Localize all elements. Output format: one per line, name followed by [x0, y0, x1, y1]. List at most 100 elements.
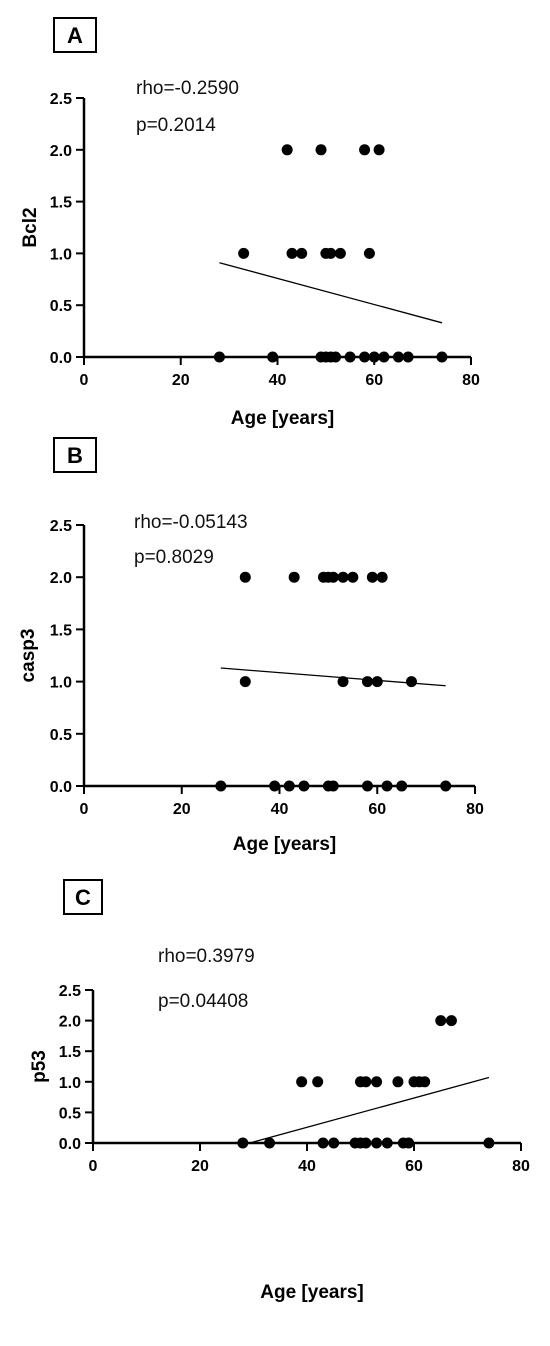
- panel-label-box: [53, 17, 97, 53]
- x-tick-label: 80: [462, 372, 480, 389]
- y-tick-label: 2.5: [50, 518, 72, 535]
- data-point: [445, 1015, 457, 1027]
- data-point: [403, 1137, 415, 1149]
- data-point: [347, 571, 359, 583]
- y-tick-label: 1.5: [59, 1044, 81, 1061]
- y-axis-title: p53: [29, 1050, 50, 1083]
- p-value-annotation: p=0.2014: [136, 115, 216, 136]
- y-tick-label: 2.5: [59, 983, 81, 1000]
- rho-annotation: rho=-0.2590: [136, 78, 239, 99]
- x-tick-label: 60: [365, 372, 383, 389]
- data-point: [440, 780, 452, 792]
- panel-label: B: [67, 443, 83, 468]
- regression-line: [242, 1076, 490, 1146]
- data-point: [312, 1076, 324, 1088]
- y-tick-label: 1.5: [50, 195, 72, 212]
- x-tick-label: 40: [298, 1158, 316, 1175]
- data-point: [317, 1137, 329, 1149]
- data-point: [483, 1137, 495, 1149]
- data-point: [361, 676, 373, 688]
- x-tick-label: 60: [368, 801, 386, 818]
- data-point: [396, 780, 408, 792]
- data-point: [330, 351, 342, 363]
- data-point: [296, 247, 308, 259]
- data-point: [378, 351, 390, 363]
- data-point: [381, 1137, 393, 1149]
- data-point: [327, 571, 339, 583]
- data-point: [435, 1015, 447, 1027]
- y-tick-label: 2.5: [50, 91, 72, 108]
- data-point: [237, 1137, 249, 1149]
- data-point: [363, 247, 375, 259]
- data-point: [344, 351, 356, 363]
- data-point: [213, 351, 225, 363]
- data-point: [238, 247, 250, 259]
- x-tick-label: 80: [466, 801, 484, 818]
- y-tick-label: 1.0: [59, 1075, 81, 1092]
- data-point: [392, 1076, 404, 1088]
- x-tick-label: 20: [191, 1158, 209, 1175]
- data-point: [376, 571, 388, 583]
- x-tick-label: 0: [89, 1158, 98, 1175]
- data-point: [405, 676, 417, 688]
- data-point: [239, 676, 251, 688]
- x-axis-title: Age [years]: [233, 834, 337, 855]
- y-tick-label: 0.0: [50, 350, 72, 367]
- y-axis-title: Bcl2: [20, 207, 41, 247]
- p-value-annotation: p=0.04408: [158, 991, 248, 1012]
- data-point: [327, 780, 339, 792]
- data-point: [267, 351, 279, 363]
- chart-panel-b: B 0.0 0.5 1.0 1.5 2.0 2.5 0 20 40 60 80 Age [years] c…: [18, 437, 484, 855]
- data-point: [298, 780, 310, 792]
- data-point: [436, 351, 448, 363]
- x-tick-label: 40: [271, 801, 289, 818]
- x-axis-title: Age [years]: [260, 1282, 364, 1303]
- panel-label-box: [63, 879, 103, 915]
- chart-panel-a: A 0.0 0.5 1.0 1.5 2.0 2.5 0 20 40 60 80 Age [years] B…: [20, 17, 480, 429]
- p-value-annotation: p=0.8029: [134, 547, 214, 568]
- regression-line: [219, 262, 443, 324]
- x-tick-label: 40: [269, 372, 287, 389]
- y-tick-label: 0.0: [59, 1136, 81, 1153]
- x-tick-label: 0: [80, 801, 89, 818]
- data-point: [239, 571, 251, 583]
- y-tick-label: 0.5: [50, 727, 72, 744]
- y-tick-label: 1.5: [50, 622, 72, 639]
- data-point: [264, 1137, 276, 1149]
- data-point: [359, 144, 371, 156]
- x-tick-label: 80: [512, 1158, 530, 1175]
- data-point: [361, 780, 373, 792]
- x-axis-title: Age [years]: [231, 408, 335, 429]
- data-point: [328, 1137, 340, 1149]
- y-tick-label: 2.0: [50, 570, 72, 587]
- x-tick-label: 20: [172, 372, 190, 389]
- data-point: [281, 144, 293, 156]
- data-point: [371, 676, 383, 688]
- data-point: [402, 351, 414, 363]
- panel-label: C: [75, 885, 91, 910]
- data-point: [360, 1076, 372, 1088]
- data-point: [337, 676, 349, 688]
- y-tick-label: 0.5: [50, 298, 72, 315]
- data-point: [368, 351, 380, 363]
- data-point: [315, 144, 327, 156]
- panel-label: A: [67, 23, 83, 48]
- data-point: [360, 1137, 372, 1149]
- data-point: [288, 571, 300, 583]
- data-point: [366, 571, 378, 583]
- data-point: [337, 571, 349, 583]
- data-point: [215, 780, 227, 792]
- y-tick-label: 0.5: [59, 1105, 81, 1122]
- data-point: [296, 1076, 308, 1088]
- data-point: [286, 247, 298, 259]
- data-point: [269, 780, 281, 792]
- data-point: [373, 144, 385, 156]
- panel-label-box: [53, 437, 97, 473]
- x-tick-label: 0: [80, 372, 89, 389]
- y-axis-title: casp3: [18, 629, 39, 683]
- chart-panel-c: C 0.0 0.5 1.0 1.5 2.0 2.5 0 20 40 60 80 Age [years] p…: [29, 879, 530, 1303]
- x-tick-label: 60: [405, 1158, 423, 1175]
- data-point: [381, 780, 393, 792]
- y-tick-label: 0.0: [50, 779, 72, 796]
